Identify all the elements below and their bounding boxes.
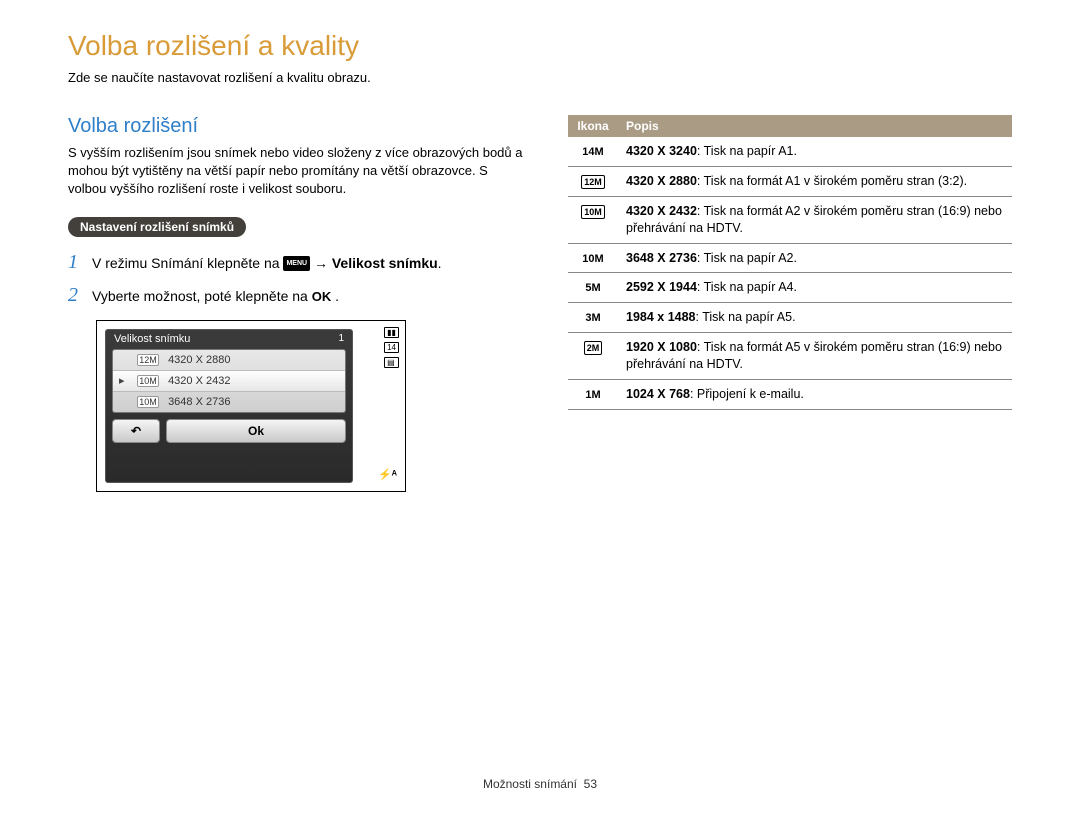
list-item[interactable]: 12M 4320 X 2880	[113, 350, 345, 371]
list-item[interactable]: 10M 4320 X 2432	[113, 371, 345, 392]
size-text: 4320 X 2432	[168, 375, 230, 387]
step-2: 2 Vyberte možnost, poté klepněte na OK .	[68, 284, 528, 308]
step-number: 2	[68, 284, 84, 307]
table-row: 2M 1920 X 1080: Tisk na formát A5 v širo…	[568, 333, 1012, 380]
footer-page: 53	[584, 777, 597, 791]
table-row: 14M 4320 X 3240: Tisk na papír A1.	[568, 137, 1012, 166]
list-item[interactable]: 10M 3648 X 2736	[113, 392, 345, 412]
res-icon: 14M	[582, 146, 603, 158]
res-rest: : Tisk na papír A5.	[696, 310, 796, 324]
step1-pre: V režimu Snímání klepněte na	[92, 255, 283, 271]
table-row: 3M 1984 x 1488: Tisk na papír A5.	[568, 303, 1012, 333]
res-icon: 1M	[585, 389, 600, 401]
step-text: Vyberte možnost, poté klepněte na OK .	[92, 285, 339, 308]
res-rest: : Připojení k e-mailu.	[690, 387, 804, 401]
back-button[interactable]: ↶	[112, 419, 160, 443]
res-rest: : Tisk na papír A1.	[697, 144, 797, 158]
status-icon: ▮▮	[384, 327, 399, 338]
pill-heading: Nastavení rozlišení snímků	[68, 217, 246, 237]
step1-arrow: →	[314, 255, 332, 271]
camera-screenshot: Velikost snímku 1 12M 4320 X 2880 10M 43…	[96, 320, 406, 492]
res-bold: 3648 X 2736	[626, 251, 697, 265]
res-icon: 10M	[582, 253, 603, 265]
res-rest: : Tisk na papír A4.	[697, 280, 797, 294]
table-row: 5M 2592 X 1944: Tisk na papír A4.	[568, 273, 1012, 303]
intro-paragraph: S vyšším rozlišením jsou snímek nebo vid…	[68, 144, 528, 199]
table-row: 10M 4320 X 2432: Tisk na formát A2 v šir…	[568, 196, 1012, 243]
size-badge: 12M	[137, 354, 159, 366]
step1-post: .	[438, 255, 442, 271]
res-bold: 4320 X 3240	[626, 144, 697, 158]
page-footer: Možnosti snímání 53	[0, 777, 1080, 791]
table-row: 12M 4320 X 2880: Tisk na formát A1 v šir…	[568, 166, 1012, 196]
section-title: Volba rozlišení	[68, 115, 528, 138]
res-rest: : Tisk na papír A2.	[697, 251, 797, 265]
res-bold: 2592 X 1944	[626, 280, 697, 294]
page-title: Volba rozlišení a kvality	[68, 30, 1012, 62]
step-number: 1	[68, 251, 84, 274]
flash-icon: ⚡ᴬ	[378, 468, 397, 481]
camera-header-title: Velikost snímku	[114, 333, 190, 345]
menu-icon: MENU	[283, 256, 310, 271]
size-badge: 10M	[137, 375, 159, 387]
size-text: 3648 X 2736	[168, 396, 230, 408]
res-icon: 5M	[585, 282, 600, 294]
res-icon: 3M	[585, 312, 600, 324]
th-desc: Popis	[618, 115, 1012, 137]
res-icon: 2M	[584, 341, 603, 355]
side-icons: ▮▮ 14 ▤	[384, 327, 399, 368]
step-1: 1 V režimu Snímání klepněte na MENU → Ve…	[68, 251, 528, 274]
size-badge: 10M	[137, 396, 159, 408]
res-bold: 1920 X 1080	[626, 340, 697, 354]
step-text: V režimu Snímání klepněte na MENU → Veli…	[92, 252, 442, 274]
step2-post: .	[331, 288, 339, 304]
res-bold: 4320 X 2432	[626, 204, 697, 218]
status-icon: ▤	[384, 357, 399, 368]
res-bold: 1984 x 1488	[626, 310, 696, 324]
res-icon: 10M	[581, 205, 605, 219]
camera-header-count: 1	[338, 333, 344, 345]
table-row: 10M 3648 X 2736: Tisk na papír A2.	[568, 243, 1012, 273]
camera-size-list: 12M 4320 X 2880 10M 4320 X 2432 10M 3648…	[112, 349, 346, 413]
res-bold: 1024 X 768	[626, 387, 690, 401]
res-bold: 4320 X 2880	[626, 174, 697, 188]
status-icon: 14	[384, 342, 399, 353]
res-rest: : Tisk na formát A1 v širokém poměru str…	[697, 174, 967, 188]
resolution-table: Ikona Popis 14M 4320 X 3240: Tisk na pap…	[568, 115, 1012, 410]
res-icon: 12M	[581, 175, 605, 189]
ok-button[interactable]: Ok	[166, 419, 346, 443]
table-row: 1M 1024 X 768: Připojení k e-mailu.	[568, 379, 1012, 409]
th-icon: Ikona	[568, 115, 618, 137]
ok-icon: OK	[312, 287, 332, 308]
step2-pre: Vyberte možnost, poté klepněte na	[92, 288, 312, 304]
size-text: 4320 X 2880	[168, 354, 230, 366]
footer-section: Možnosti snímání	[483, 777, 577, 791]
step1-bold: Velikost snímku	[332, 255, 438, 271]
page-subtitle: Zde se naučíte nastavovat rozlišení a kv…	[68, 70, 1012, 85]
